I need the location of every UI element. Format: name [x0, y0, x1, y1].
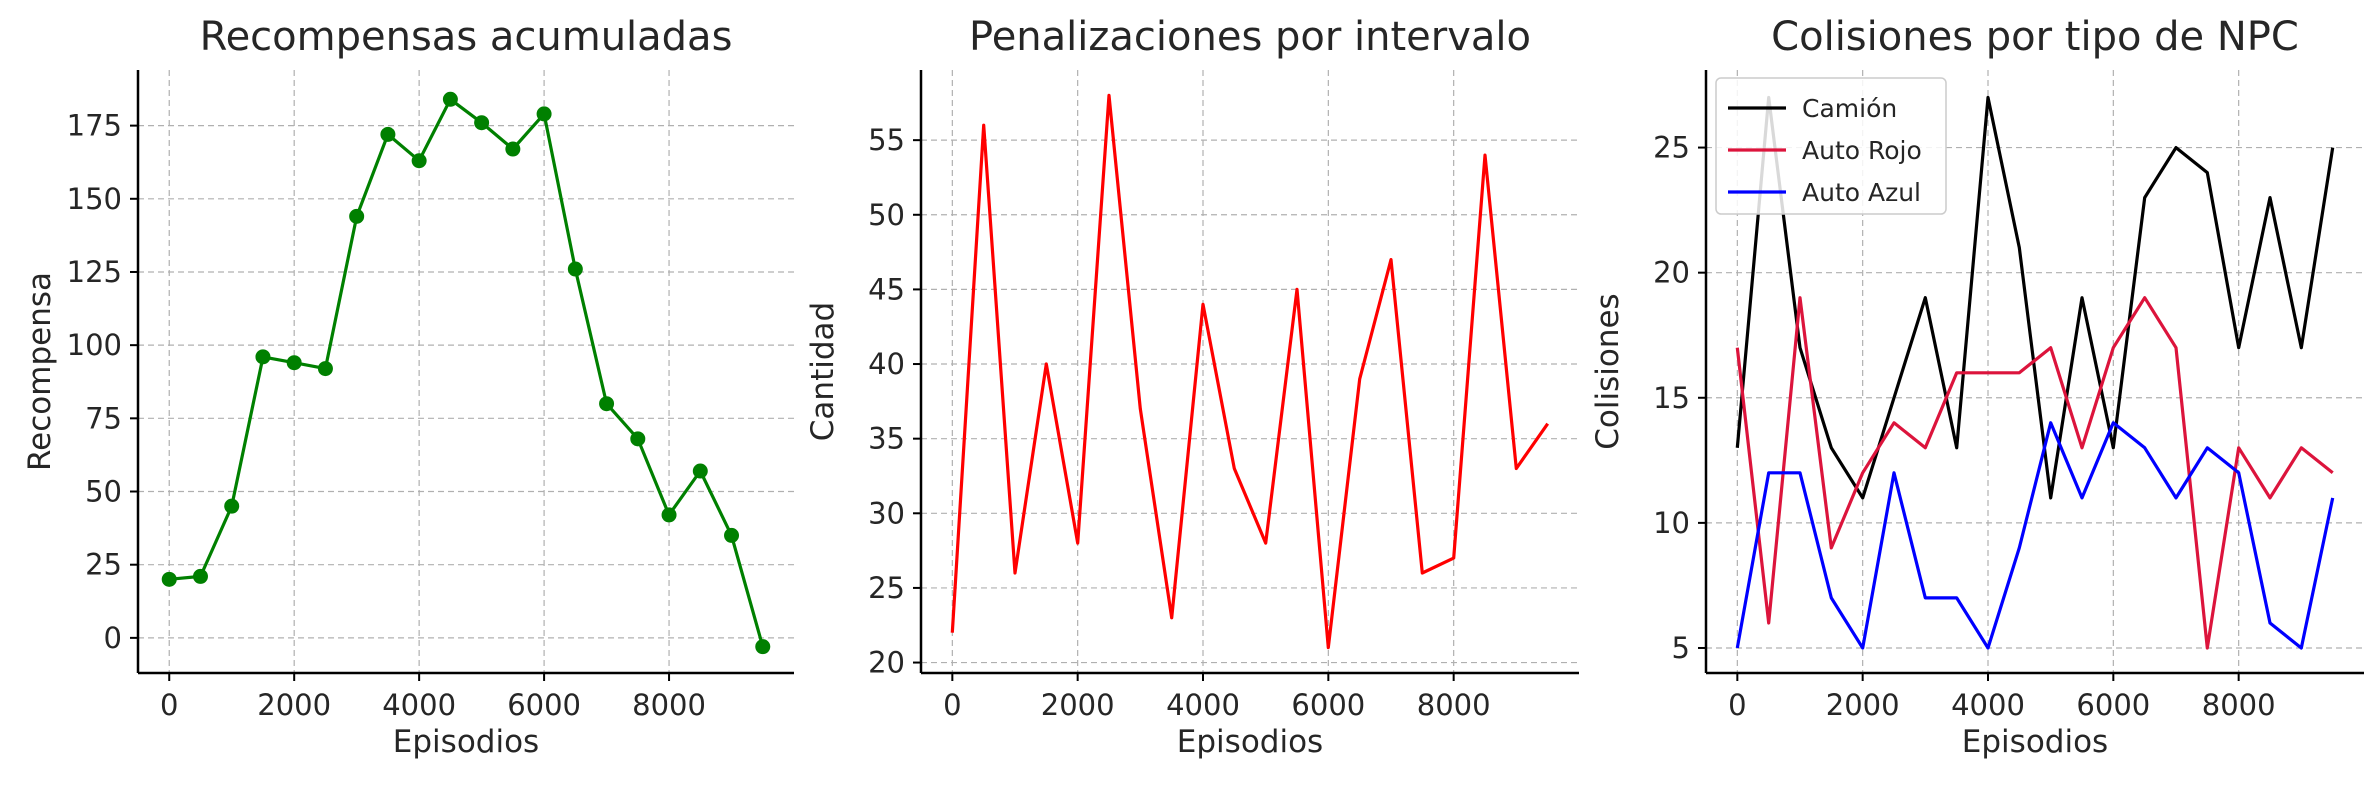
data-point: [317, 361, 333, 377]
legend: Camión Auto Rojo Auto Azul: [1715, 77, 1947, 215]
y-tick-label: 50: [85, 475, 122, 509]
x-axis-label: Episodios: [1177, 724, 1323, 760]
y-tick-label: 0: [104, 621, 122, 655]
data-point: [286, 355, 302, 371]
x-tick-label: 8000: [1417, 688, 1491, 722]
data-point: [442, 91, 458, 107]
y-axis-label: Recompensa: [22, 272, 58, 471]
y-tick-label: 20: [1653, 256, 1690, 290]
data-point: [630, 431, 646, 447]
y-axis-label: Cantidad: [805, 302, 841, 441]
x-tick-label: 0: [160, 688, 178, 722]
x-tick-label: 4000: [1951, 688, 2025, 722]
y-tick-label: 20: [868, 646, 905, 680]
y-tick-label: 55: [868, 123, 905, 157]
y-tick-label: 40: [868, 347, 905, 381]
chart-title: Recompensas acumuladas: [200, 14, 733, 60]
y-tick-label: 10: [1653, 506, 1690, 540]
y-tick-label: 125: [67, 255, 122, 289]
data-point: [224, 498, 240, 514]
y-tick-label: 175: [67, 109, 122, 143]
chart-title: Colisiones por tipo de NPC: [1771, 14, 2299, 60]
data-point: [161, 571, 177, 587]
series-line-3: [1735, 421, 2335, 650]
data-point: [192, 568, 208, 584]
data-point: [474, 115, 490, 131]
data-point: [505, 141, 521, 157]
data-point: [755, 639, 771, 655]
y-tick-label: 25: [868, 571, 905, 605]
data-point: [599, 396, 615, 412]
x-tick-label: 6000: [2076, 688, 2150, 722]
chart-panel-2: 0 2000 4000 6000 8000 20 25 30 35 40 45 50 55 Penaliz…: [805, 14, 1579, 760]
x-tick-label: 8000: [2202, 688, 2276, 722]
x-tick-label: 4000: [1166, 688, 1240, 722]
x-tick-label: 2000: [1041, 688, 1115, 722]
y-axis-label: Colisiones: [1590, 293, 1626, 449]
data-point: [692, 463, 708, 479]
legend-box: [1715, 77, 1947, 215]
data-point: [536, 106, 552, 122]
data-point: [724, 527, 740, 543]
legend-label: Camión: [1802, 94, 1897, 123]
y-tick-label: 35: [868, 422, 905, 456]
y-tick-label: 50: [868, 198, 905, 232]
data-point: [255, 349, 271, 365]
y-tick-label: 150: [67, 182, 122, 216]
data-point: [567, 261, 583, 277]
data-point: [411, 153, 427, 169]
y-tick-label: 15: [1653, 381, 1690, 415]
x-tick-label: 8000: [632, 688, 706, 722]
y-tick-label: 25: [85, 548, 122, 582]
x-tick-label: 6000: [1291, 688, 1365, 722]
x-axis-label: Episodios: [393, 724, 539, 760]
x-axis-label: Episodios: [1962, 724, 2108, 760]
chart-panel-1: 0 2000 4000 6000 8000 0 25 50 75 100 125 150 175 Reco…: [22, 14, 794, 760]
x-tick-label: 6000: [507, 688, 581, 722]
y-tick-label: 45: [868, 272, 905, 306]
y-tick-label: 5: [1672, 631, 1690, 665]
series-line-2: [1735, 296, 2334, 650]
chart-title: Penalizaciones por intervalo: [969, 14, 1531, 60]
data-point: [661, 507, 677, 523]
y-tick-label: 100: [67, 328, 122, 362]
x-tick-label: 0: [943, 688, 961, 722]
legend-label: Auto Azul: [1802, 178, 1921, 207]
y-tick-label: 25: [1653, 131, 1690, 165]
x-tick-label: 4000: [382, 688, 456, 722]
x-tick-label: 0: [1728, 688, 1746, 722]
legend-label: Auto Rojo: [1802, 136, 1922, 165]
data-point: [349, 208, 365, 224]
y-tick-label: 30: [868, 496, 905, 530]
series-line-1: [1735, 95, 2335, 500]
series-line-1: [950, 93, 1550, 650]
y-tick-label: 75: [85, 401, 122, 435]
x-tick-label: 2000: [257, 688, 331, 722]
chart-panel-3: 0 2000 4000 6000 8000 5 10 15 20 25 Colisiones por…: [1590, 14, 2364, 760]
data-point: [380, 126, 396, 142]
x-tick-label: 2000: [1826, 688, 1900, 722]
